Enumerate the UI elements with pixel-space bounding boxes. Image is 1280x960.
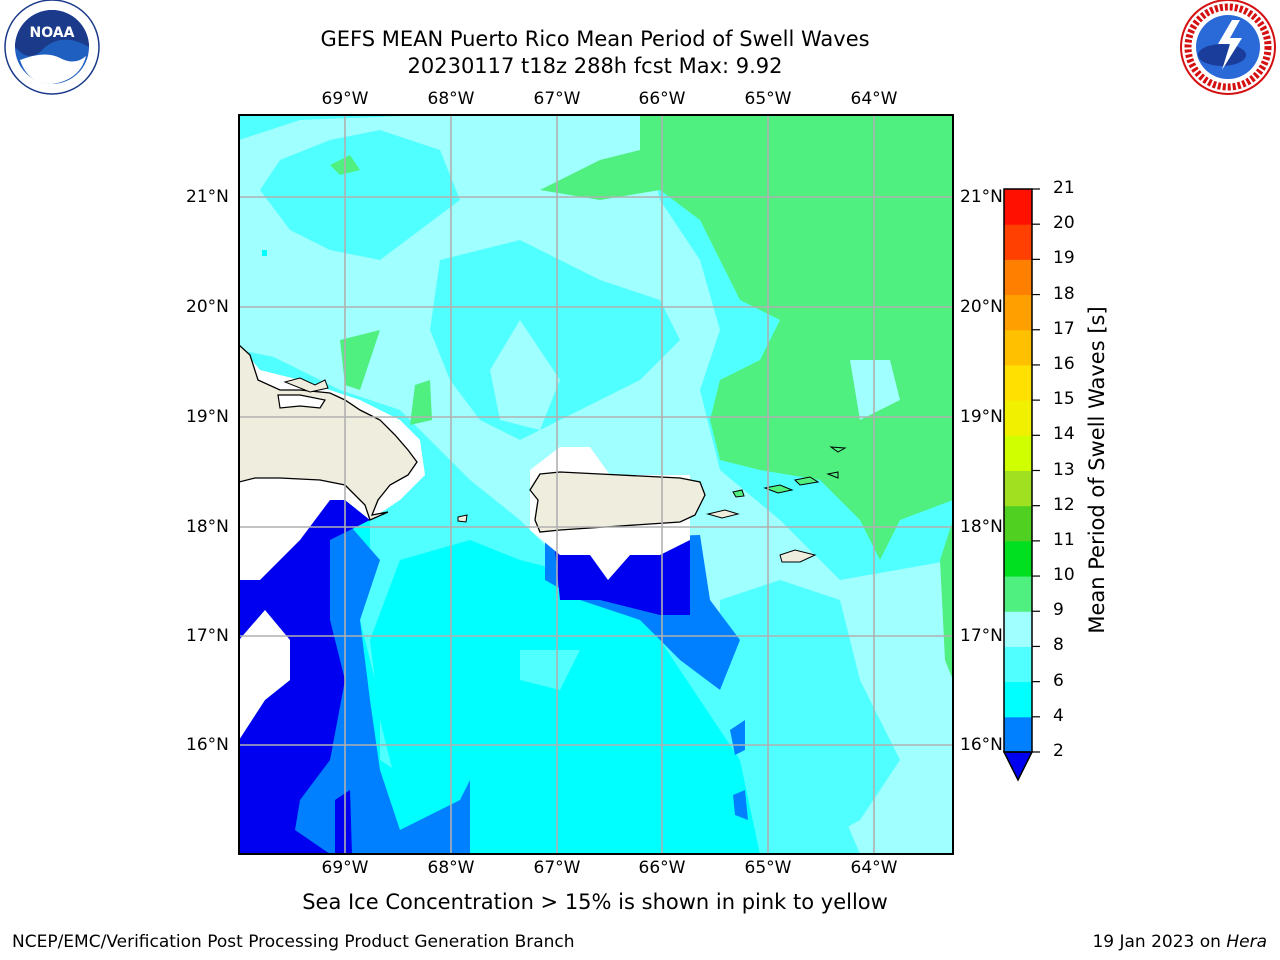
colorbar-title: Mean Period of Swell Waves [s] <box>1085 306 1109 634</box>
noaa-logo-text: NOAA <box>30 25 75 41</box>
footer-credit: NCEP/EMC/Verification Post Processing Pr… <box>12 932 575 952</box>
colorbar-tick-label: 13 <box>1053 459 1075 480</box>
colorbar-tick-label: 20 <box>1053 213 1075 234</box>
lat-label-right: 19°N <box>960 407 1003 427</box>
lat-label-left: 21°N <box>186 187 229 207</box>
colorbar-band <box>1004 224 1032 260</box>
lon-label-bottom: 69°W <box>321 858 369 878</box>
lat-label-left: 17°N <box>186 626 229 646</box>
colorbar-tick-label: 11 <box>1053 529 1075 550</box>
lon-label-bottom: 65°W <box>744 858 792 878</box>
field-9-10s <box>540 115 953 560</box>
colorbar-tick-label: 12 <box>1053 494 1075 515</box>
colorbar-band <box>1004 505 1032 542</box>
colorbar-tick-label: 21 <box>1053 178 1075 198</box>
colorbar-band <box>1004 400 1032 436</box>
colorbar-band <box>1004 681 1032 718</box>
footer-date-text: 19 Jan 2023 on <box>1092 932 1227 952</box>
lat-label-right: 21°N <box>960 187 1003 207</box>
lon-label-top: 64°W <box>850 89 898 109</box>
colorbar-tick-label: 14 <box>1053 424 1075 445</box>
lon-label-bottom: 66°W <box>638 858 686 878</box>
colorbar-band <box>1004 259 1032 296</box>
sea-ice-note: Sea Ice Concentration > 15% is shown in … <box>302 890 888 914</box>
lon-label-top: 68°W <box>427 89 475 109</box>
map-title: GEFS MEAN Puerto Rico Mean Period of Swe… <box>320 27 870 51</box>
noaa-logo: NOAA <box>4 0 100 95</box>
colorbar-band <box>1004 716 1032 753</box>
colorbar-band <box>1004 470 1032 507</box>
map-frame <box>238 114 954 855</box>
colorbar-tick-label: 15 <box>1053 389 1075 410</box>
colorbar-tick-label: 6 <box>1053 670 1064 691</box>
lat-label-left: 20°N <box>186 297 229 317</box>
lon-label-bottom: 68°W <box>427 858 475 878</box>
colorbar-tick-label: 4 <box>1053 705 1064 726</box>
lat-label-right: 20°N <box>960 297 1003 317</box>
lon-label-bottom: 64°W <box>850 858 898 878</box>
colorbar-band <box>1004 540 1032 577</box>
lat-label-right: 17°N <box>960 626 1003 646</box>
colorbar-band <box>1004 329 1032 366</box>
lat-label-left: 19°N <box>186 407 229 427</box>
colorbar-band <box>1004 646 1032 683</box>
lon-label-top: 65°W <box>744 89 792 109</box>
colorbar-tick-label: 18 <box>1053 283 1075 304</box>
colorbar-tick-label: 10 <box>1053 565 1075 586</box>
colorbar-band <box>1004 189 1032 225</box>
graticule <box>239 115 953 854</box>
lon-label-top: 66°W <box>638 89 686 109</box>
footer-host: Hera <box>1226 932 1267 952</box>
colorbar-band <box>1004 294 1032 331</box>
colorbar-band <box>1004 611 1032 647</box>
colorbar-band <box>1004 435 1032 471</box>
colorbar-extend-arrow <box>1002 751 1034 782</box>
footer-date: 19 Jan 2023 on Hera <box>1092 932 1267 952</box>
colorbar-band <box>1004 576 1032 612</box>
field-lt-2s <box>239 500 370 854</box>
lat-label-left: 16°N <box>186 735 229 755</box>
lat-label-right: 18°N <box>960 517 1003 537</box>
colorbar <box>1002 188 1040 782</box>
lon-label-top: 69°W <box>321 89 369 109</box>
lat-label-left: 18°N <box>186 517 229 537</box>
lon-label-bottom: 67°W <box>533 858 581 878</box>
lon-label-top: 67°W <box>533 89 581 109</box>
colorbar-band <box>1004 364 1032 401</box>
nws-logo <box>1180 0 1276 95</box>
colorbar-tick-label: 17 <box>1053 318 1075 339</box>
colorbar-tick-label: 8 <box>1053 635 1064 656</box>
colorbar-tick-label: 9 <box>1053 600 1064 621</box>
map-subtitle-run: 20230117 t18z 288h fcst Max: 9.92 <box>407 54 783 78</box>
swell-period-field <box>239 115 953 854</box>
colorbar-tick-label: 16 <box>1053 353 1075 374</box>
land-hispaniola <box>239 344 418 521</box>
colorbar-tick-label: 2 <box>1053 741 1064 761</box>
lat-label-right: 16°N <box>960 735 1003 755</box>
colorbar-tick-label: 19 <box>1053 248 1075 269</box>
